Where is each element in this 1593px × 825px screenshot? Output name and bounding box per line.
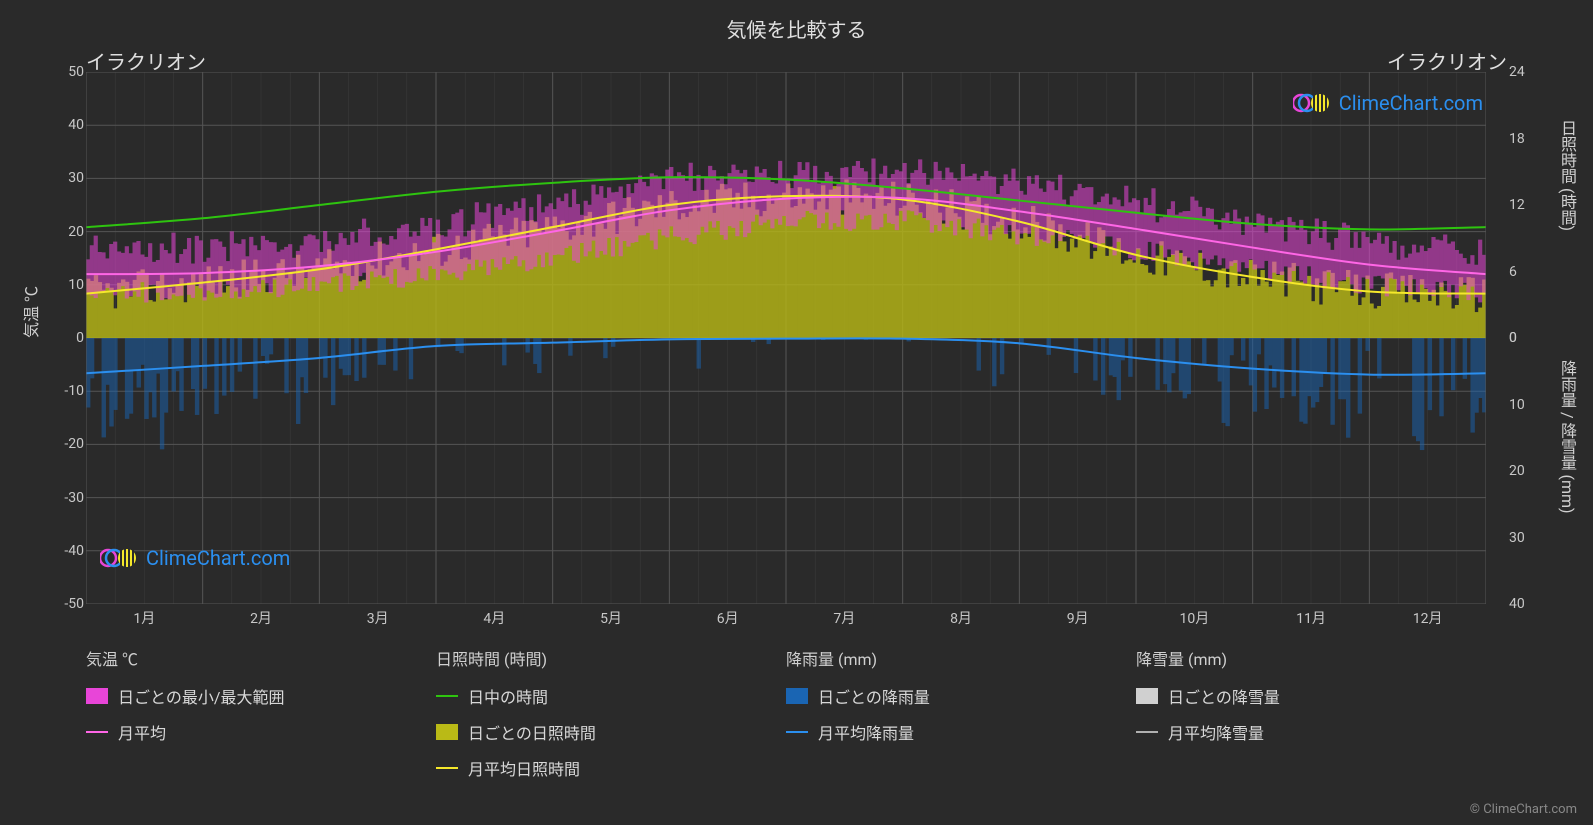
axis-title-right-precip: 降雨量 / 降雪量 (mm) (1555, 360, 1579, 514)
legend-label: 日ごとの日照時間 (468, 720, 596, 744)
legend-item-daylight: 日中の時間 (436, 684, 776, 708)
legend-col-sun: 日照時間 (時間) 日中の時間 日ごとの日照時間 月平均日照時間 (436, 646, 786, 792)
legend-label: 日中の時間 (468, 684, 548, 708)
climate-chart-svg (86, 72, 1486, 604)
chart-container: 気候を比較する イラクリオン イラクリオン 気温 ℃ 日照時間 (時間) 降雨量… (0, 0, 1593, 825)
swatch-snow-daily (1136, 688, 1158, 704)
legend-title-rain: 降雨量 (mm) (786, 646, 1126, 670)
swatch-temp-range (86, 688, 108, 704)
legend-col-temp: 気温 ℃ 日ごとの最小/最大範囲 月平均 (86, 646, 436, 792)
y-ticks-temp: 50403020100-10-20-30-40-50 (50, 72, 84, 604)
legend-col-rain: 降雨量 (mm) 日ごとの降雨量 月平均降雨量 (786, 646, 1136, 792)
swatch-temp-mean (86, 731, 108, 733)
logo-text: ClimeChart.com (146, 546, 290, 570)
y-ticks-precip: 010203040 (1509, 338, 1543, 604)
legend-item-sunshine-daily: 日ごとの日照時間 (436, 720, 776, 744)
copyright: © ClimeChart.com (1470, 802, 1577, 817)
legend: 気温 ℃ 日ごとの最小/最大範囲 月平均 日照時間 (時間) 日中の時間 日ごと… (86, 646, 1486, 792)
y-ticks-sun: 24181260 (1509, 72, 1543, 338)
city-label-left: イラクリオン (86, 46, 206, 75)
axis-title-right-sun: 日照時間 (時間) (1555, 120, 1579, 231)
legend-item-sunshine-mean: 月平均日照時間 (436, 756, 776, 780)
swatch-snow-mean (1136, 731, 1158, 733)
legend-label: 日ごとの最小/最大範囲 (118, 684, 284, 708)
logo-icon (100, 545, 138, 571)
legend-label: 月平均 (118, 720, 166, 744)
legend-item-rain-daily: 日ごとの降雨量 (786, 684, 1126, 708)
logo-text: ClimeChart.com (1339, 91, 1483, 115)
legend-item-snow-mean: 月平均降雪量 (1136, 720, 1476, 744)
legend-title-snow: 降雪量 (mm) (1136, 646, 1476, 670)
legend-item-rain-mean: 月平均降雨量 (786, 720, 1126, 744)
axis-title-left: 気温 ℃ (18, 286, 42, 338)
logo-bottom-left: ClimeChart.com (100, 545, 290, 571)
legend-item-snow-daily: 日ごとの降雪量 (1136, 684, 1476, 708)
legend-label: 月平均日照時間 (468, 756, 580, 780)
legend-label: 日ごとの降雨量 (818, 684, 930, 708)
x-ticks-months: 1月2月3月4月5月6月7月8月9月10月11月12月 (86, 608, 1486, 630)
chart-title: 気候を比較する (0, 0, 1593, 43)
legend-title-sun: 日照時間 (時間) (436, 646, 776, 670)
legend-item-temp-range: 日ごとの最小/最大範囲 (86, 684, 426, 708)
swatch-sunshine-daily (436, 724, 458, 740)
logo-icon (1293, 90, 1331, 116)
logo-top-right: ClimeChart.com (1293, 90, 1483, 116)
swatch-rain-mean (786, 731, 808, 733)
legend-item-temp-mean: 月平均 (86, 720, 426, 744)
city-label-right: イラクリオン (1387, 46, 1507, 75)
legend-title-temp: 気温 ℃ (86, 646, 426, 670)
swatch-sunshine-mean (436, 767, 458, 769)
legend-label: 日ごとの降雪量 (1168, 684, 1280, 708)
legend-label: 月平均降雪量 (1168, 720, 1264, 744)
plot-area (86, 72, 1486, 604)
legend-label: 月平均降雨量 (818, 720, 914, 744)
swatch-daylight (436, 695, 458, 697)
swatch-rain-daily (786, 688, 808, 704)
legend-col-snow: 降雪量 (mm) 日ごとの降雪量 月平均降雪量 (1136, 646, 1486, 792)
